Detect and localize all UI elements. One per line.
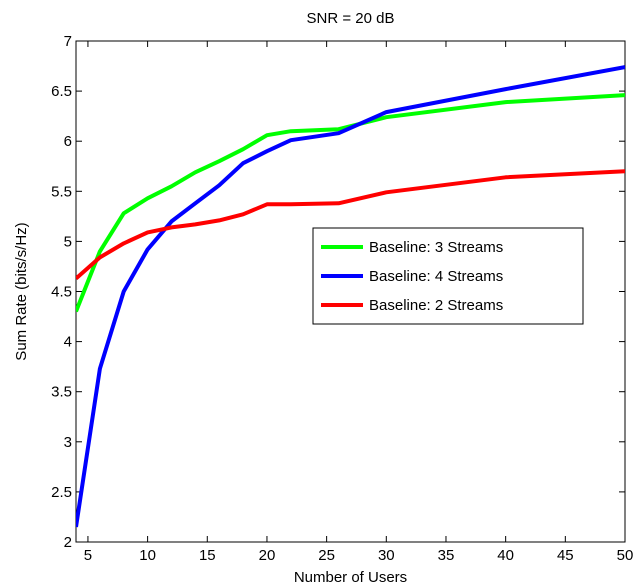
- legend-label: Baseline: 2 Streams: [369, 297, 503, 314]
- y-tick-label: 5: [64, 233, 72, 250]
- x-axis-title: Number of Users: [294, 569, 407, 586]
- y-tick-label: 3: [64, 434, 72, 451]
- series-line-2: [76, 65, 625, 528]
- y-tick-label: 6: [64, 133, 72, 150]
- x-tick-label: 15: [199, 547, 216, 564]
- x-tick-label: 20: [259, 547, 276, 564]
- series-line-3: [76, 169, 625, 280]
- legend-label: Baseline: 3 Streams: [369, 239, 503, 256]
- y-tick-label: 6.5: [51, 83, 72, 100]
- x-tick-label: 10: [139, 547, 156, 564]
- plot-area: 5 10 15 20 25 30 35 40 45 50 2 2.5 3 3.5 4 4.5 5 5.5 6 6.5 7: [51, 33, 633, 564]
- x-tick-label: 35: [438, 547, 455, 564]
- y-tick-label: 5.5: [51, 183, 72, 200]
- y-axis-title: Sum Rate (bits/s/Hz): [13, 222, 30, 360]
- x-tick-label: 25: [318, 547, 335, 564]
- legend: Baseline: 3 Streams Baseline: 4 Streams Ba…: [312, 227, 584, 325]
- legend-label: Baseline: 4 Streams: [369, 268, 503, 285]
- x-tick-label: 50: [617, 547, 634, 564]
- series-line-1: [76, 93, 625, 313]
- y-tick-label: 7: [64, 33, 72, 50]
- x-tick-label: 45: [557, 547, 574, 564]
- y-tick-label: 2: [64, 534, 72, 551]
- y-tick-label: 2.5: [51, 484, 72, 501]
- x-tick-label: 5: [84, 547, 92, 564]
- y-tick-label: 4.5: [51, 284, 72, 301]
- y-tick-label: 4: [64, 334, 72, 351]
- y-tick-label: 3.5: [51, 384, 72, 401]
- chart-title: SNR = 20 dB: [307, 10, 395, 27]
- x-tick-label: 40: [497, 547, 514, 564]
- x-tick-label: 30: [378, 547, 395, 564]
